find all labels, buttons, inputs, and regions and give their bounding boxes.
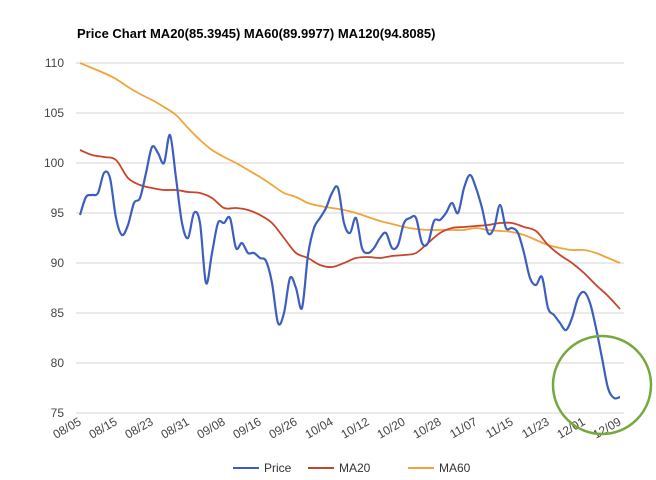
x-tick-label: 08/15 <box>86 414 119 441</box>
x-tick-label: 10/28 <box>410 414 443 441</box>
y-tick-label: 75 <box>51 406 65 420</box>
y-tick-label: 100 <box>44 156 64 170</box>
x-tick-label: 12/01 <box>554 414 587 441</box>
y-tick-label: 105 <box>44 106 64 120</box>
legend-label: Price <box>264 461 292 475</box>
y-tick-label: 80 <box>51 356 65 370</box>
x-tick-label: 08/23 <box>122 414 155 441</box>
series-line-price <box>78 133 621 400</box>
y-tick-label: 90 <box>51 256 65 270</box>
legend-label: MA60 <box>439 461 471 475</box>
x-tick-label: 12/09 <box>590 414 623 441</box>
series-line-ma60 <box>79 62 621 264</box>
x-tick-label: 09/16 <box>230 414 263 441</box>
x-tick-label: 11/15 <box>483 414 516 441</box>
series-line-ma20 <box>79 149 621 310</box>
x-tick-label: 10/20 <box>374 414 407 441</box>
annotation-circle <box>551 334 653 436</box>
x-tick-label: 10/04 <box>302 414 335 441</box>
x-tick-label: 10/12 <box>338 414 371 441</box>
x-tick-label: 09/26 <box>266 414 299 441</box>
y-tick-label: 85 <box>51 306 65 320</box>
y-tick-label: 110 <box>45 56 64 70</box>
y-tick-label: 95 <box>51 206 65 220</box>
chart-title: Price Chart MA20(85.3945) MA60(89.9977) … <box>77 26 436 41</box>
x-tick-label: 11/07 <box>447 414 480 441</box>
legend-label: MA20 <box>339 461 371 475</box>
x-tick-label: 11/23 <box>519 414 552 441</box>
x-tick-label: 08/31 <box>158 414 191 441</box>
x-tick-label: 09/08 <box>194 414 227 441</box>
